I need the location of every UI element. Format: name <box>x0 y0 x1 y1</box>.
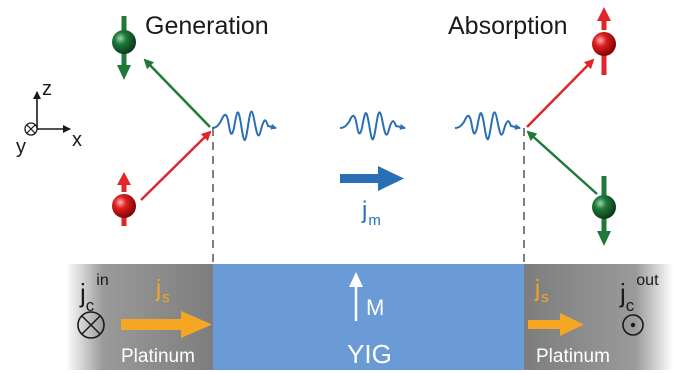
magnetization-label: M <box>366 295 384 320</box>
magnon-wavepacket-middle <box>339 111 406 141</box>
generation-process <box>112 16 277 226</box>
incoming-green-arrow <box>526 130 598 195</box>
material-stack <box>66 264 673 370</box>
jc-out-label: jcout <box>619 272 659 315</box>
outgoing-green-arrow <box>143 58 211 128</box>
generation-title: Generation <box>145 12 269 40</box>
spin-current-arrow-left <box>121 311 212 338</box>
spin-sphere-icon <box>592 7 616 75</box>
circle-cross-icon <box>77 311 105 339</box>
magnetization-arrow <box>349 272 363 321</box>
platinum-left-label: Platinum <box>121 346 195 367</box>
jm-label: jm <box>361 197 381 229</box>
absorbed-red-arrow <box>526 58 595 128</box>
spin-current-arrow-right <box>528 313 584 336</box>
yig-label: YIG <box>347 339 392 369</box>
magnon-wavepacket-right <box>454 111 521 141</box>
incoming-red-arrow <box>140 130 212 201</box>
platinum-right-layer <box>524 264 673 370</box>
platinum-right-label: Platinum <box>536 346 610 367</box>
js-right-label: js <box>534 275 549 306</box>
axis-z-label: z <box>42 78 52 100</box>
spin-sphere-icon <box>112 172 136 226</box>
axis-x-label: x <box>72 129 82 151</box>
spin-sphere-icon <box>112 16 136 80</box>
coordinate-axes: z x y <box>16 78 82 158</box>
absorption-title: Absorption <box>448 12 568 40</box>
absorption-process <box>526 7 616 246</box>
magnon-wavepacket-left <box>211 110 277 141</box>
yig-layer <box>213 264 525 370</box>
axis-y-label: y <box>16 136 26 158</box>
circle-dot-icon <box>622 314 644 336</box>
js-left-label: js <box>155 275 170 306</box>
jc-in-label: jcin <box>79 272 109 315</box>
spin-sphere-icon <box>592 176 616 246</box>
magnon-current-arrow <box>340 166 404 191</box>
